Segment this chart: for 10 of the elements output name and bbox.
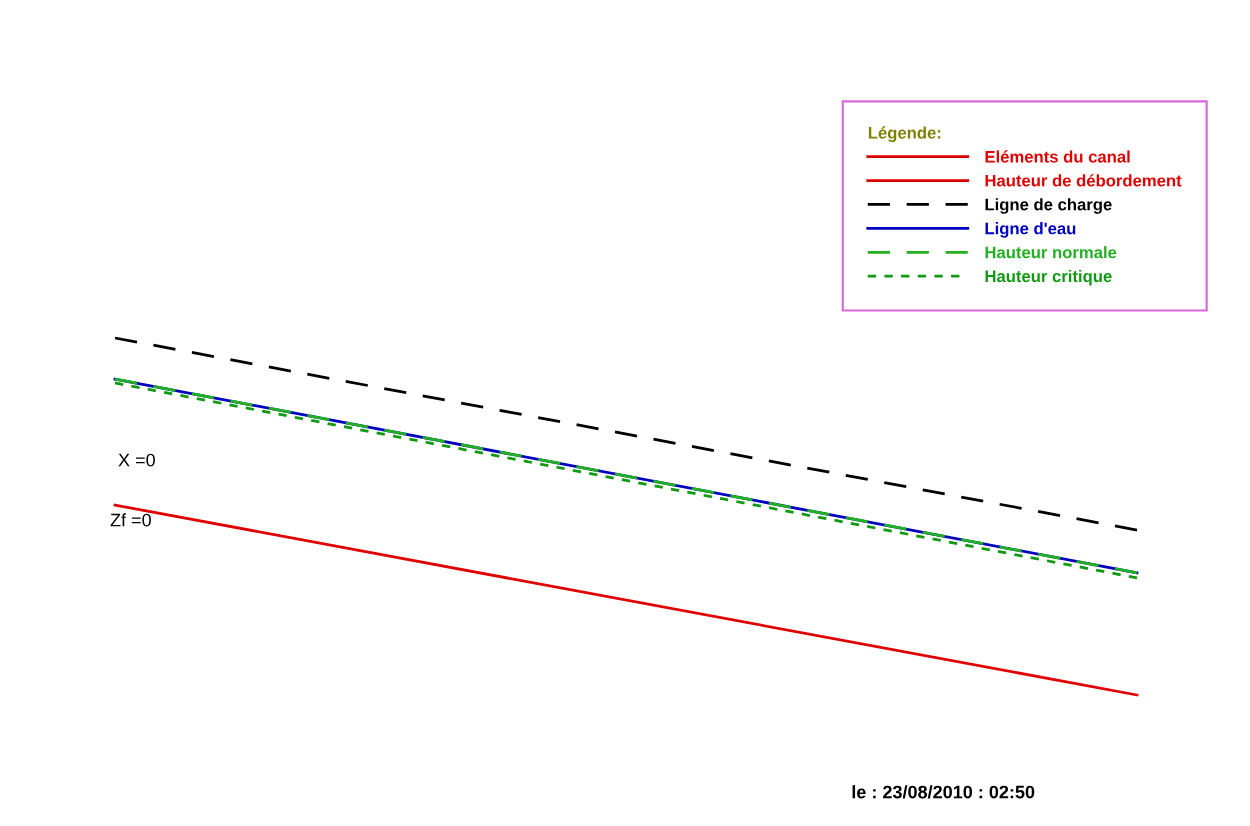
legend-label: Hauteur de débordement xyxy=(985,174,1182,187)
text: Ligne d'eau xyxy=(985,222,1076,238)
annotation: X =0 xyxy=(118,453,155,467)
text: Ligne de charge xyxy=(985,198,1112,214)
text: Hauteur critique xyxy=(985,269,1112,286)
text: le : 23/08/2010 : 02:50 xyxy=(852,785,1035,799)
text: Eléments du canal xyxy=(985,150,1130,163)
annotation: Zf =0 xyxy=(110,513,151,527)
text: Hauteur normale xyxy=(985,246,1117,259)
legend-title: Légende: xyxy=(868,126,941,143)
